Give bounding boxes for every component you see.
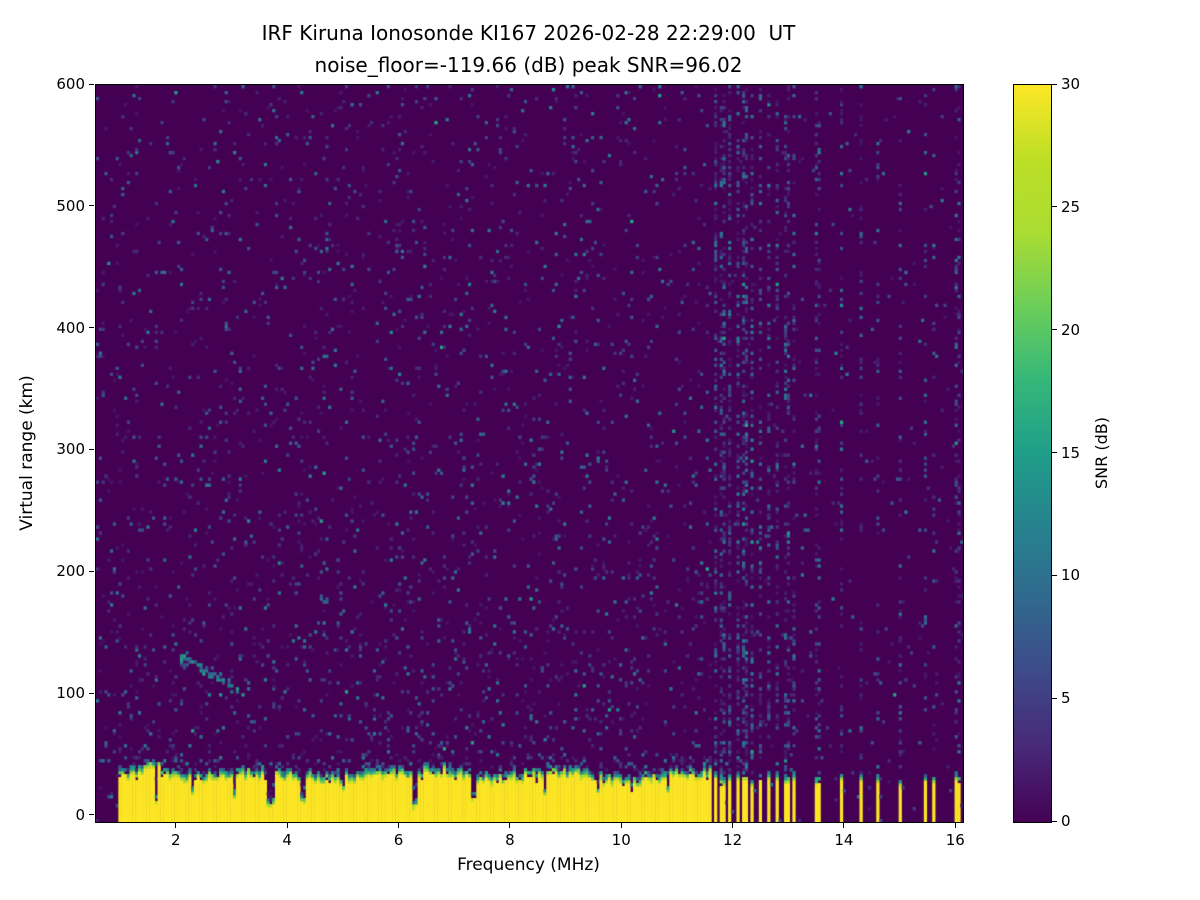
x-tick-label: 4: [282, 831, 292, 849]
x-tick-label: 12: [723, 831, 743, 849]
chart-subtitle: noise_floor=-119.66 (dB) peak SNR=96.02: [314, 53, 743, 77]
colorbar-tick-mark: [1052, 206, 1057, 208]
y-tick-label: 600: [56, 75, 85, 93]
y-tick-mark: [89, 205, 94, 207]
colorbar-tick-mark: [1052, 329, 1057, 331]
y-tick-mark: [89, 327, 94, 329]
x-tick-mark: [286, 823, 288, 828]
x-tick-mark: [620, 823, 622, 828]
ionogram-heatmap: [96, 85, 963, 822]
x-tick-label: 2: [170, 831, 181, 849]
y-tick-label: 400: [56, 318, 85, 337]
colorbar-tick-label: 30: [1061, 75, 1081, 93]
y-axis-label: Virtual range (km): [17, 375, 37, 531]
plot-area: [95, 84, 964, 823]
y-tick-mark: [89, 692, 94, 694]
colorbar-label: SNR (dB): [1092, 417, 1111, 489]
x-tick-mark: [175, 823, 177, 828]
y-tick-label: 300: [56, 440, 85, 459]
colorbar-tick-label: 25: [1061, 197, 1081, 216]
colorbar-tick-label: 20: [1061, 320, 1081, 339]
colorbar-tick-label: 5: [1061, 689, 1071, 708]
x-tick-mark: [732, 823, 734, 828]
x-tick-label: 8: [505, 831, 515, 849]
colorbar-tick-label: 10: [1061, 566, 1081, 585]
x-tick-mark: [954, 823, 956, 828]
x-tick-mark: [397, 823, 399, 828]
x-tick-label: 10: [611, 831, 631, 849]
x-axis-label: Frequency (MHz): [457, 855, 600, 875]
colorbar-tick-mark: [1052, 83, 1057, 85]
x-tick-label: 14: [834, 831, 854, 849]
colorbar: [1013, 84, 1052, 823]
chart-title: IRF Kiruna Ionosonde KI167 2026-02-28 22…: [261, 21, 796, 45]
colorbar-tick-label: 0: [1061, 812, 1071, 830]
x-tick-mark: [509, 823, 511, 828]
x-tick-label: 16: [945, 831, 965, 849]
colorbar-tick-mark: [1052, 452, 1057, 453]
y-tick-label: 200: [56, 562, 85, 581]
y-tick-label: 0: [75, 805, 85, 824]
y-tick-label: 500: [56, 196, 85, 215]
y-tick-mark: [89, 448, 94, 450]
colorbar-tick-label: 15: [1061, 443, 1081, 462]
y-tick-mark: [89, 83, 94, 85]
colorbar-tick-mark: [1052, 820, 1057, 822]
y-tick-mark: [89, 570, 94, 572]
x-tick-label: 6: [393, 831, 404, 849]
colorbar-tick-mark: [1052, 697, 1057, 699]
y-tick-label: 100: [56, 684, 85, 703]
colorbar-tick-mark: [1052, 574, 1057, 576]
colorbar-gradient: [1014, 85, 1051, 822]
y-tick-mark: [89, 814, 94, 816]
x-tick-mark: [843, 823, 845, 828]
